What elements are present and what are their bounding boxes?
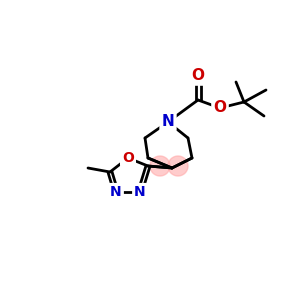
Text: N: N [162, 115, 174, 130]
Text: N: N [134, 185, 146, 199]
Circle shape [150, 156, 170, 176]
Text: N: N [110, 185, 122, 199]
Circle shape [168, 156, 188, 176]
Text: O: O [122, 151, 134, 165]
Text: O: O [191, 68, 205, 83]
Text: O: O [214, 100, 226, 116]
